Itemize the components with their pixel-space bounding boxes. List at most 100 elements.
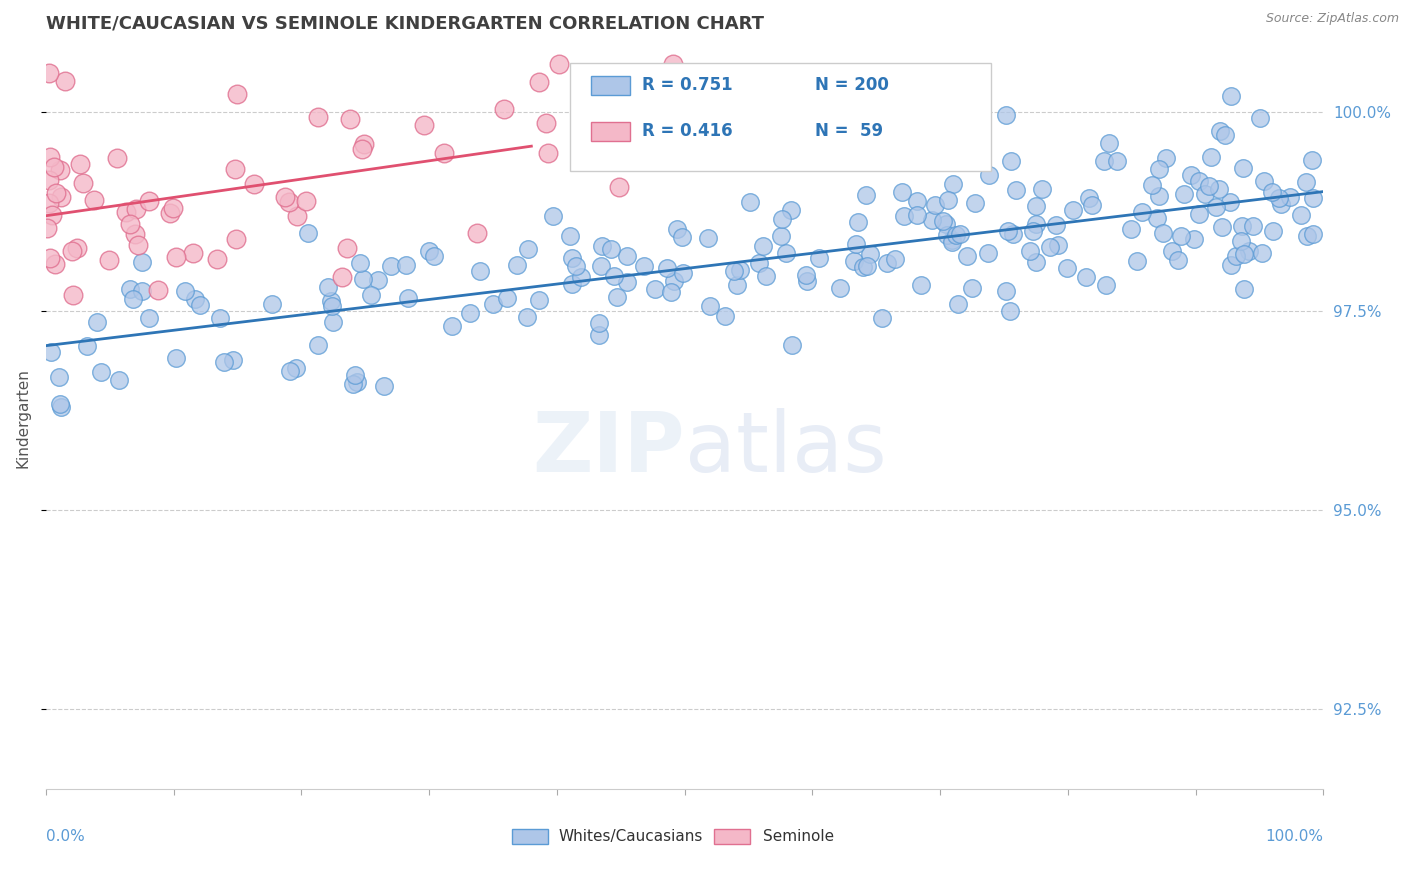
Point xyxy=(138,194,160,208)
Point xyxy=(39,344,62,359)
Point xyxy=(527,293,550,308)
Point xyxy=(49,397,72,411)
Point xyxy=(1213,128,1236,143)
Point xyxy=(779,202,801,217)
Point xyxy=(905,194,928,208)
Point xyxy=(616,249,638,263)
Point xyxy=(173,284,195,298)
Point xyxy=(748,256,770,270)
Point xyxy=(1045,219,1067,233)
Point xyxy=(131,254,153,268)
Point xyxy=(165,351,187,366)
Point xyxy=(960,280,983,294)
Point xyxy=(440,319,463,334)
Point xyxy=(589,260,612,274)
Point xyxy=(1161,244,1184,258)
Point xyxy=(224,161,246,176)
Point xyxy=(105,151,128,165)
Point xyxy=(342,377,364,392)
Point xyxy=(770,229,793,244)
Point xyxy=(997,223,1019,237)
Point xyxy=(121,292,143,306)
Point xyxy=(273,189,295,203)
Point xyxy=(1220,258,1243,272)
Point xyxy=(1140,178,1163,192)
Point xyxy=(1208,182,1230,196)
Point xyxy=(373,379,395,393)
Point xyxy=(890,185,912,199)
Point xyxy=(1170,229,1192,244)
Point xyxy=(349,256,371,270)
Point xyxy=(1173,186,1195,201)
Point xyxy=(517,242,540,256)
Point xyxy=(607,179,630,194)
Point xyxy=(69,157,91,171)
FancyBboxPatch shape xyxy=(512,830,548,844)
Point xyxy=(352,142,374,156)
Point xyxy=(243,177,266,191)
FancyBboxPatch shape xyxy=(569,63,991,170)
Point xyxy=(1253,174,1275,188)
Point xyxy=(794,268,817,283)
Point xyxy=(336,242,359,256)
Point xyxy=(138,311,160,326)
Point xyxy=(222,353,245,368)
Point xyxy=(1291,208,1313,222)
Point xyxy=(740,195,762,210)
Point xyxy=(1209,124,1232,138)
Point xyxy=(131,285,153,299)
Point xyxy=(994,284,1017,298)
Point xyxy=(664,274,686,288)
Point xyxy=(38,251,60,265)
Point xyxy=(1230,234,1253,248)
Point xyxy=(870,311,893,326)
Point xyxy=(932,214,955,228)
Point xyxy=(188,298,211,312)
Point xyxy=(541,209,564,223)
Point xyxy=(537,146,560,161)
Point xyxy=(859,247,882,261)
Point xyxy=(1251,246,1274,260)
Point xyxy=(905,208,928,222)
Text: atlas: atlas xyxy=(685,408,886,489)
Point xyxy=(226,87,249,102)
Point xyxy=(662,57,685,71)
Point xyxy=(1046,238,1069,252)
Point xyxy=(1077,191,1099,205)
Point xyxy=(780,338,803,352)
Point xyxy=(1232,161,1254,176)
Point xyxy=(1219,195,1241,210)
Point xyxy=(600,242,623,256)
Point xyxy=(1094,153,1116,168)
Point xyxy=(319,293,342,308)
Point xyxy=(924,198,946,212)
Point xyxy=(723,263,745,277)
Point xyxy=(1199,149,1222,163)
Point xyxy=(1147,189,1170,203)
Text: WHITE/CAUCASIAN VS SEMINOLE KINDERGARTEN CORRELATION CHART: WHITE/CAUCASIAN VS SEMINOLE KINDERGARTEN… xyxy=(46,15,763,33)
Point xyxy=(569,269,592,284)
Point xyxy=(118,282,141,296)
Point xyxy=(731,119,754,133)
Point xyxy=(1205,201,1227,215)
Point xyxy=(755,269,778,284)
Point xyxy=(1295,175,1317,189)
Text: R = 0.416: R = 0.416 xyxy=(643,122,733,140)
Point xyxy=(547,57,569,71)
Text: ZIP: ZIP xyxy=(531,408,685,489)
Point xyxy=(316,280,339,294)
Point xyxy=(591,239,613,253)
Point xyxy=(1167,252,1189,267)
Point xyxy=(884,252,907,266)
Point xyxy=(893,209,915,223)
Point xyxy=(536,116,558,130)
Point xyxy=(181,246,204,260)
Point xyxy=(1062,202,1084,217)
Point xyxy=(86,315,108,329)
Point xyxy=(515,310,537,324)
Point xyxy=(423,249,446,263)
Point xyxy=(458,306,481,320)
Point xyxy=(1000,154,1022,169)
Point xyxy=(657,261,679,276)
Point xyxy=(339,112,361,127)
